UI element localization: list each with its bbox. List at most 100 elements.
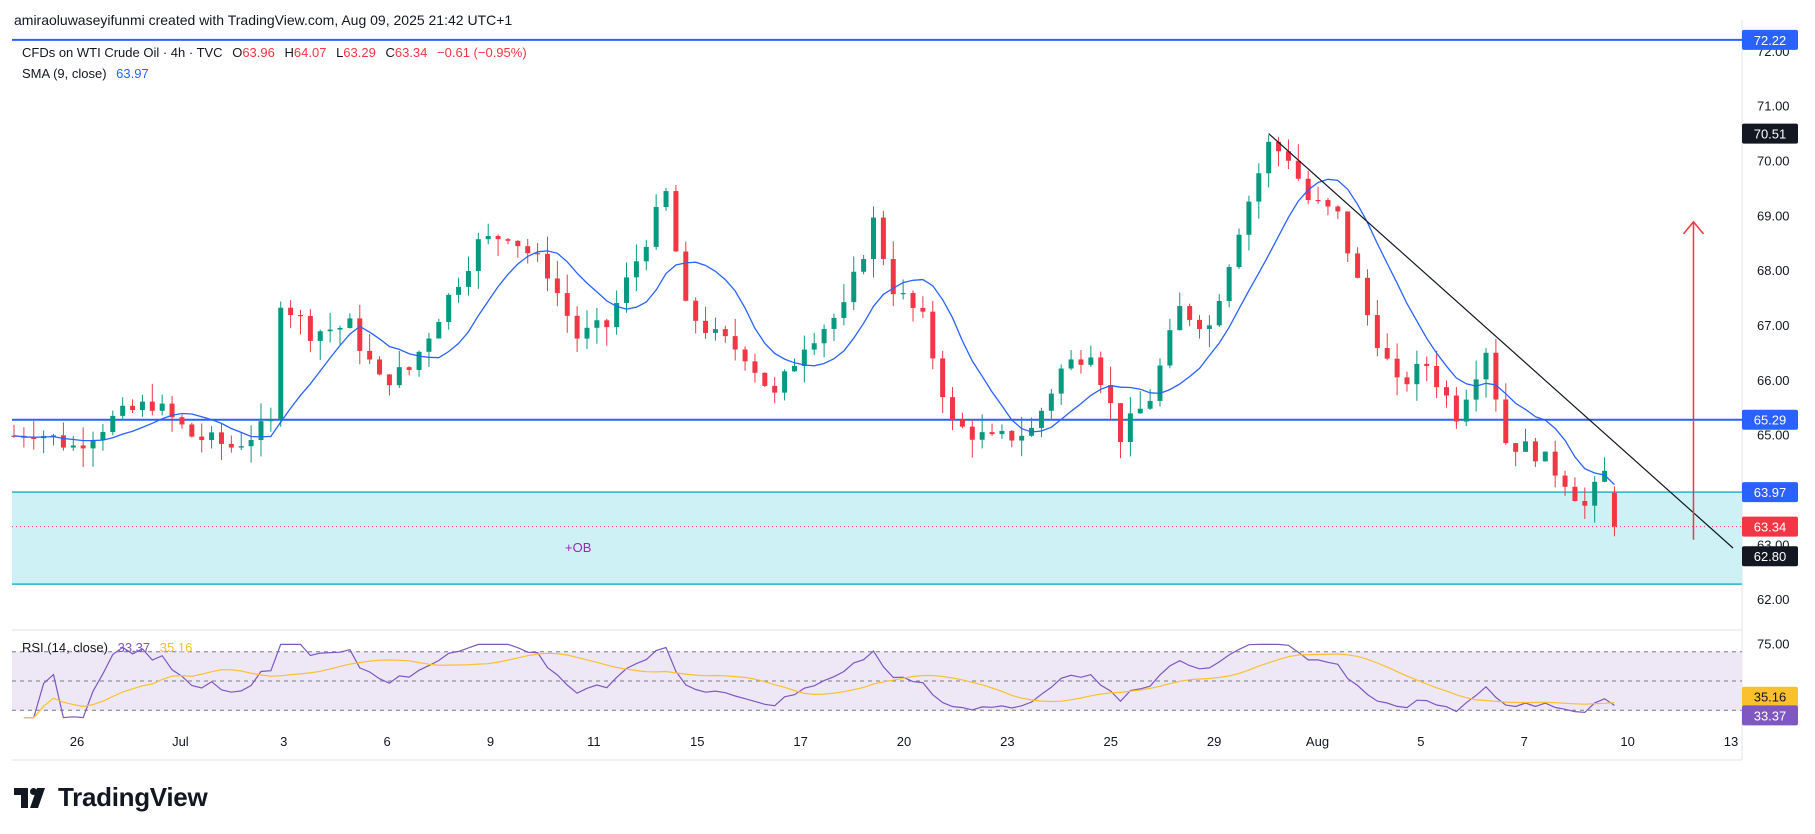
time-tick-label: 29 xyxy=(1207,734,1221,749)
candle-body xyxy=(1404,377,1410,385)
price-tick-label: 71.00 xyxy=(1757,99,1790,114)
candle-body xyxy=(871,217,876,260)
rsi-tag: 33.37 xyxy=(1754,708,1787,723)
price-tick-label: 65.00 xyxy=(1757,428,1790,443)
change-value: −0.61 (−0.95%) xyxy=(437,45,527,60)
candle-body xyxy=(910,293,916,308)
rsi-tick-label: 75.00 xyxy=(1757,636,1790,651)
candle-body xyxy=(110,415,116,433)
candle-body xyxy=(169,403,175,418)
candle-body xyxy=(693,300,699,321)
candle-body xyxy=(377,359,383,375)
candle-body xyxy=(1197,319,1203,330)
candle-body xyxy=(940,358,946,398)
candle-body xyxy=(525,246,531,254)
candle-body xyxy=(959,420,965,427)
rsi-ma-value: 35.16 xyxy=(159,640,193,655)
sma-label: SMA (9, close) xyxy=(22,66,107,81)
candle-body xyxy=(386,374,392,386)
candle-body xyxy=(1236,234,1242,268)
last-price-tag: 63.34 xyxy=(1754,520,1787,535)
time-tick-label: 23 xyxy=(1000,734,1014,749)
low-marker-tag: 62.80 xyxy=(1754,549,1787,564)
candle-body xyxy=(505,239,511,241)
candle-body xyxy=(1295,160,1301,179)
candle-body xyxy=(1226,267,1232,301)
candle-body xyxy=(475,239,481,272)
candle-body xyxy=(594,320,600,328)
candle-body xyxy=(1611,492,1617,527)
candle-body xyxy=(535,253,541,255)
candle-body xyxy=(31,437,37,440)
high-label: H xyxy=(284,45,294,60)
time-tick-label: 13 xyxy=(1724,734,1738,749)
chart-area[interactable]: +OB62.0063.0065.0066.0067.0068.0069.0070… xyxy=(0,0,1815,775)
candle-body xyxy=(1483,352,1489,380)
candle-body xyxy=(663,191,669,207)
candle-body xyxy=(979,432,985,440)
candle-body xyxy=(1374,315,1380,349)
candle-body xyxy=(337,327,343,330)
candle-body xyxy=(367,350,373,360)
candle-body xyxy=(722,329,728,337)
candle-body xyxy=(139,401,145,411)
candle-body xyxy=(1285,151,1291,161)
candle-body xyxy=(624,277,630,304)
candle-body xyxy=(268,419,274,422)
candle-body xyxy=(920,307,926,312)
last-price-tag-bg xyxy=(1742,516,1798,537)
candle-body xyxy=(1127,413,1133,443)
close-value: 63.34 xyxy=(394,45,428,60)
candle-body xyxy=(426,338,432,352)
candle-body xyxy=(209,432,215,441)
rsi-ma-line xyxy=(23,652,1615,719)
candle-body xyxy=(307,315,313,341)
time-tick-label: 17 xyxy=(793,734,807,749)
candle-body xyxy=(406,367,412,370)
tradingview-logo-icon xyxy=(14,787,45,808)
candle-body xyxy=(238,446,244,448)
candle-body xyxy=(218,432,224,444)
candle-body xyxy=(1355,253,1361,278)
price-tick-label: 69.00 xyxy=(1757,208,1790,223)
candle-body xyxy=(149,401,155,411)
high-marker-tag-bg xyxy=(1742,123,1798,144)
candle-body xyxy=(159,403,165,411)
time-tick-label: 7 xyxy=(1521,734,1528,749)
candle-body xyxy=(1246,201,1252,235)
candle-body xyxy=(614,303,620,328)
candle-body xyxy=(1108,385,1114,404)
tradingview-brand[interactable]: TradingView xyxy=(14,782,208,813)
attribution-text: amiraoluwaseyifunmi created with Trading… xyxy=(14,12,513,28)
candle-body xyxy=(653,206,659,247)
candle-body xyxy=(1572,486,1578,502)
candle-body xyxy=(1058,368,1064,394)
time-tick-label: 5 xyxy=(1417,734,1424,749)
candle-body xyxy=(772,385,778,393)
candle-body xyxy=(130,405,136,411)
candle-body xyxy=(564,293,570,316)
candle-body xyxy=(436,322,442,339)
candle-body xyxy=(643,246,649,262)
candle-body xyxy=(1157,365,1163,401)
level-65-tag-bg xyxy=(1742,409,1798,430)
candle-body xyxy=(1276,141,1282,152)
sma-tag: 63.97 xyxy=(1754,485,1787,500)
rsi-legend: RSI (14, close) 33.37 35.16 xyxy=(22,640,192,655)
candle-body xyxy=(880,217,886,260)
candle-body xyxy=(782,371,788,393)
resistance-trendline xyxy=(1268,133,1734,549)
sma-tag-bg xyxy=(1742,482,1798,503)
order-block-zone xyxy=(12,492,1742,585)
candle-body xyxy=(703,320,709,333)
rsi-ma-tag: 35.16 xyxy=(1754,690,1787,705)
level-72-tag-bg xyxy=(1742,29,1798,50)
candle-body xyxy=(1117,403,1123,443)
candle-body xyxy=(1493,352,1499,400)
candle-body xyxy=(327,329,333,332)
time-tick-label: 10 xyxy=(1620,734,1634,749)
candle-body xyxy=(791,366,797,372)
candle-body xyxy=(248,440,254,447)
candle-body xyxy=(989,432,995,435)
candle-body xyxy=(673,191,679,252)
